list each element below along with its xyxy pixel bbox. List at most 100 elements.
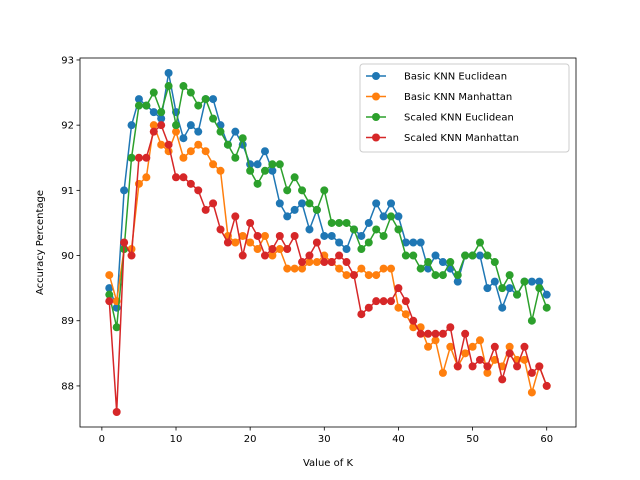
data-point	[305, 258, 314, 267]
legend-entry: Basic KNN Euclidean	[366, 72, 507, 83]
data-point	[394, 284, 403, 293]
legend-entry: Basic KNN Manhattan	[366, 92, 512, 103]
data-point	[453, 277, 462, 286]
data-point	[416, 264, 425, 273]
data-point	[216, 225, 225, 234]
plot-series	[105, 68, 551, 417]
data-point	[105, 271, 114, 280]
data-point	[387, 212, 396, 221]
data-point	[268, 166, 277, 175]
data-point	[253, 245, 262, 254]
data-point	[290, 173, 299, 182]
y-tick-label: 90	[61, 251, 74, 262]
legend-swatch-marker	[372, 113, 380, 121]
data-point	[305, 199, 314, 208]
data-point	[194, 140, 203, 149]
data-point	[527, 368, 536, 377]
data-point	[105, 290, 114, 299]
data-point	[342, 245, 351, 254]
data-point	[431, 329, 440, 338]
data-point	[172, 173, 181, 182]
data-point	[542, 303, 551, 312]
data-point	[275, 160, 284, 169]
data-point	[520, 355, 529, 364]
data-point	[535, 284, 544, 293]
data-point	[438, 368, 447, 377]
series-scaled-knn-euclidean	[105, 82, 551, 332]
data-point	[505, 284, 514, 293]
data-point	[379, 212, 388, 221]
data-point	[461, 329, 470, 338]
data-point	[409, 251, 418, 260]
data-point	[298, 186, 307, 195]
data-point	[149, 88, 158, 97]
data-point	[275, 199, 284, 208]
legend: Basic KNN Euclidean Basic KNN Manhattan Sc…	[359, 63, 570, 153]
data-point	[490, 258, 499, 267]
plot-frame	[79, 57, 577, 428]
data-point	[186, 88, 195, 97]
legend-swatch-marker	[372, 133, 380, 142]
data-point	[527, 316, 536, 325]
data-point	[223, 140, 232, 149]
data-point	[372, 199, 381, 208]
data-point	[327, 231, 336, 240]
data-point	[134, 95, 143, 104]
data-point	[372, 297, 381, 306]
data-point	[127, 153, 136, 162]
data-point	[164, 68, 173, 77]
data-point	[305, 225, 314, 234]
data-point	[357, 310, 366, 319]
data-point	[416, 238, 425, 247]
data-point	[246, 166, 255, 175]
data-point	[312, 258, 321, 267]
legend-entries: Basic KNN Euclidean Basic KNN Manhattan Sc…	[366, 72, 519, 144]
data-point	[387, 297, 396, 306]
data-point	[112, 408, 121, 417]
data-point	[357, 231, 366, 240]
data-point	[194, 186, 203, 195]
data-point	[424, 258, 433, 267]
data-point	[231, 127, 240, 136]
data-point	[335, 238, 344, 247]
y-tick-label: 91	[61, 186, 74, 197]
data-point	[157, 121, 166, 130]
data-point	[364, 303, 373, 312]
data-point	[164, 140, 173, 149]
x-tick-label: 40	[392, 434, 405, 445]
data-point	[505, 349, 514, 358]
data-point	[483, 251, 492, 260]
data-point	[209, 199, 218, 208]
data-point	[142, 153, 151, 162]
data-point	[149, 127, 158, 136]
data-point	[394, 225, 403, 234]
data-point	[179, 173, 188, 182]
data-point	[231, 212, 240, 221]
y-tick-label: 89	[61, 316, 74, 327]
data-point	[268, 160, 277, 169]
data-point	[157, 114, 166, 123]
data-point	[120, 238, 129, 247]
data-point	[290, 264, 299, 273]
data-point	[409, 238, 418, 247]
data-point	[475, 355, 484, 364]
data-point	[453, 271, 462, 280]
data-point	[438, 258, 447, 267]
data-point	[475, 251, 484, 260]
y-tick-label: 93	[61, 55, 74, 66]
data-point	[468, 251, 477, 260]
x-axis-ticks: 0 10 20 30 40 50 60	[99, 427, 553, 445]
data-point	[298, 264, 307, 273]
data-point	[498, 303, 507, 312]
data-point	[431, 271, 440, 280]
data-point	[542, 381, 551, 390]
data-point	[401, 310, 410, 319]
data-point	[483, 362, 492, 371]
data-point	[172, 121, 181, 130]
data-point	[283, 264, 292, 273]
data-point	[216, 166, 225, 175]
data-point	[342, 258, 351, 267]
data-point	[149, 108, 158, 117]
data-point	[231, 153, 240, 162]
x-tick-label: 10	[170, 434, 183, 445]
